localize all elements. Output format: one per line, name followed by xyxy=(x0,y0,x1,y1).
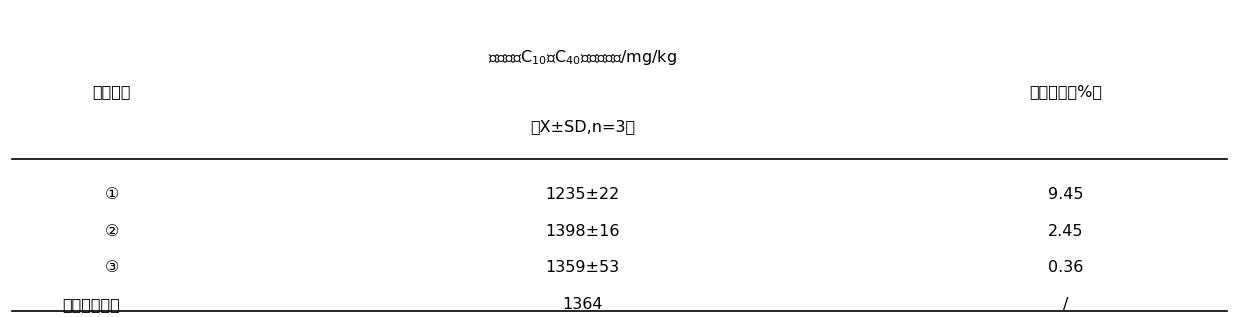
Text: 石油烃标准值: 石油烃标准值 xyxy=(62,297,120,312)
Text: /: / xyxy=(1063,297,1068,312)
Text: 9.45: 9.45 xyxy=(1048,187,1083,203)
Text: ③: ③ xyxy=(104,260,119,275)
Text: 试验方案: 试验方案 xyxy=(92,84,131,100)
Text: 1364: 1364 xyxy=(563,297,602,312)
Text: 1398±16: 1398±16 xyxy=(545,224,620,239)
Text: 0.36: 0.36 xyxy=(1048,260,1083,275)
Text: 相对误差（%）: 相对误差（%） xyxy=(1030,84,1101,100)
Text: ②: ② xyxy=(104,224,119,239)
Text: ①: ① xyxy=(104,187,119,203)
Text: 2.45: 2.45 xyxy=(1048,224,1083,239)
Text: 石油烃（$\mathregular{C_{10}}$～$\mathregular{C_{40}}$）测试结果/mg/kg: 石油烃（$\mathregular{C_{10}}$～$\mathregular… xyxy=(488,48,676,67)
Text: 1359±53: 1359±53 xyxy=(545,260,620,275)
Text: 1235±22: 1235±22 xyxy=(545,187,620,203)
Text: （X±SD,n=3）: （X±SD,n=3） xyxy=(530,119,634,134)
